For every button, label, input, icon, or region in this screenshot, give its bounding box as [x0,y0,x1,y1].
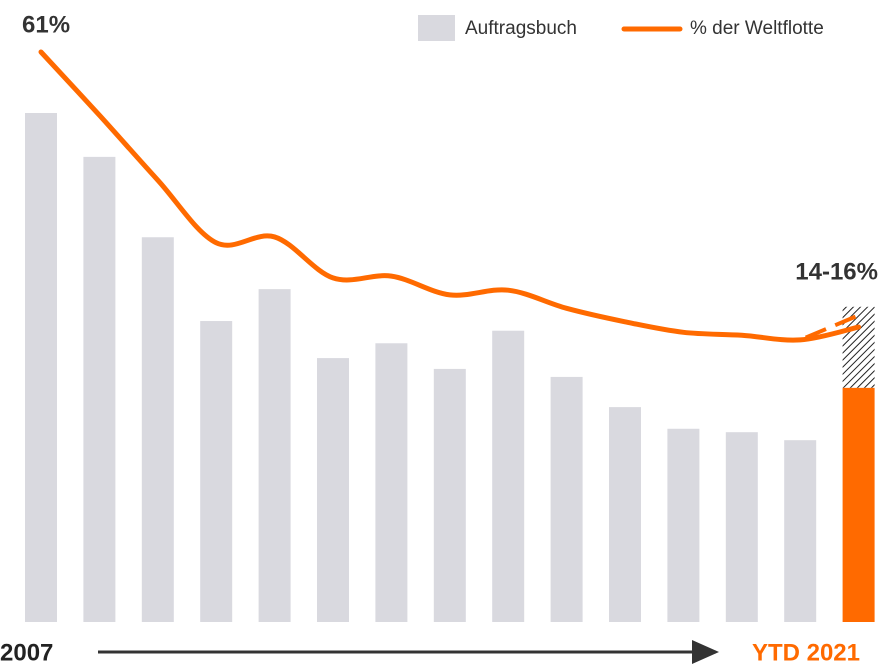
bar [492,330,525,622]
projection-line [799,313,860,342]
x-tick-label: 2007 [0,639,53,666]
bar [725,432,758,622]
legend-label: Auftragsbuch [465,18,577,39]
bar [667,428,700,622]
data-label: 14-16% [795,258,878,285]
bar [25,112,57,623]
legend-label: % der Weltflotte [690,18,824,39]
bar [258,289,291,622]
bar [83,156,116,622]
data-label: 61% [22,11,70,38]
bar [842,387,875,622]
bar [317,358,349,622]
line [38,49,862,343]
bar [609,407,641,622]
bar [375,343,408,622]
bar [141,237,174,622]
bar [784,440,817,622]
legend-swatch [418,15,455,41]
bar [200,321,233,622]
bar [550,376,583,622]
bar [433,368,466,622]
x-tick-label: YTD 2021 [752,639,860,666]
